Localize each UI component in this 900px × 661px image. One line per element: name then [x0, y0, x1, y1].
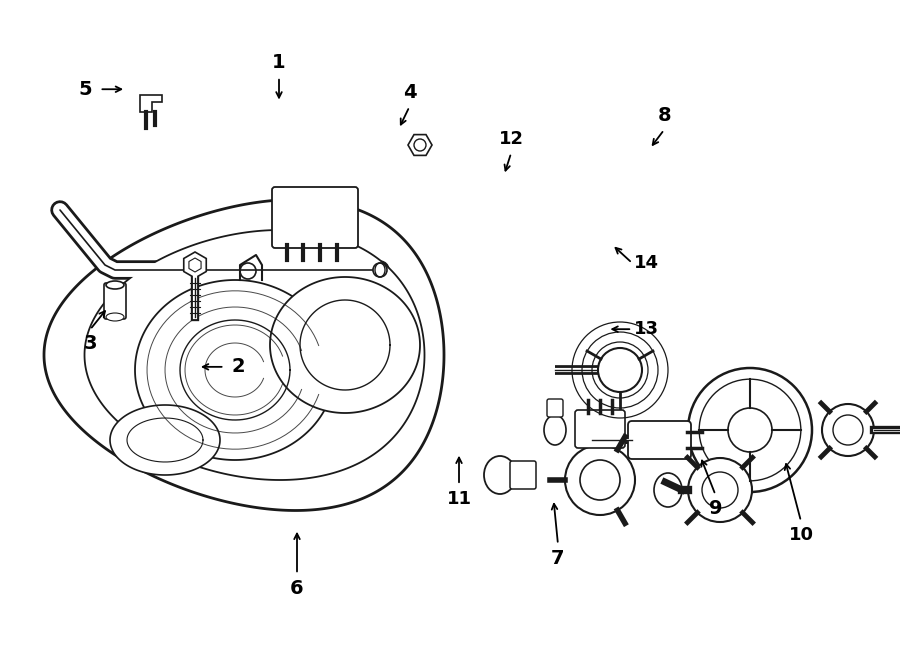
Text: 7: 7: [551, 549, 565, 568]
Text: 11: 11: [446, 490, 472, 508]
FancyBboxPatch shape: [104, 283, 126, 319]
Text: 5: 5: [78, 80, 93, 98]
Ellipse shape: [654, 473, 682, 507]
Polygon shape: [85, 230, 425, 480]
Text: 12: 12: [499, 130, 524, 148]
Polygon shape: [110, 405, 220, 475]
Circle shape: [373, 263, 387, 277]
Circle shape: [688, 368, 812, 492]
Text: 4: 4: [402, 83, 417, 102]
Polygon shape: [44, 200, 444, 510]
Text: 2: 2: [231, 358, 246, 376]
Text: 3: 3: [83, 334, 97, 353]
Circle shape: [699, 379, 801, 481]
FancyBboxPatch shape: [628, 421, 691, 459]
Polygon shape: [135, 280, 335, 460]
FancyBboxPatch shape: [547, 399, 563, 417]
FancyBboxPatch shape: [510, 461, 536, 489]
Polygon shape: [184, 252, 206, 278]
Circle shape: [822, 404, 874, 456]
Text: 9: 9: [709, 500, 722, 518]
Circle shape: [702, 472, 738, 508]
FancyBboxPatch shape: [575, 410, 625, 448]
Circle shape: [688, 458, 752, 522]
Polygon shape: [408, 135, 432, 155]
Polygon shape: [140, 95, 162, 112]
Text: 10: 10: [788, 526, 814, 545]
Polygon shape: [189, 258, 201, 272]
Ellipse shape: [106, 313, 124, 321]
Circle shape: [833, 415, 863, 445]
Text: 13: 13: [634, 320, 659, 338]
Text: 6: 6: [290, 579, 304, 598]
Ellipse shape: [544, 415, 566, 445]
Text: 1: 1: [272, 54, 286, 72]
Circle shape: [580, 460, 620, 500]
Ellipse shape: [484, 456, 516, 494]
Text: 14: 14: [634, 254, 659, 272]
Circle shape: [598, 348, 642, 392]
FancyBboxPatch shape: [272, 187, 358, 248]
Text: 8: 8: [657, 106, 671, 125]
Polygon shape: [270, 277, 420, 413]
Circle shape: [565, 445, 635, 515]
Ellipse shape: [106, 281, 124, 289]
Circle shape: [728, 408, 772, 452]
